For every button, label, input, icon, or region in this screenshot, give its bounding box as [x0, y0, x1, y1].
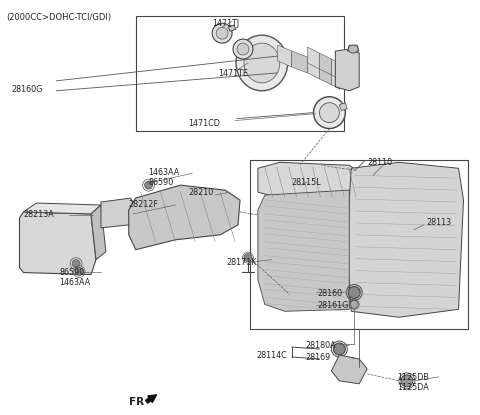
Text: 28180A: 28180A — [306, 341, 336, 350]
Text: 86590: 86590 — [149, 178, 174, 187]
Circle shape — [350, 300, 358, 308]
Polygon shape — [339, 103, 347, 111]
Circle shape — [348, 286, 360, 298]
Polygon shape — [292, 51, 308, 73]
Text: 86590: 86590 — [59, 268, 84, 276]
Polygon shape — [228, 25, 236, 31]
Polygon shape — [24, 203, 101, 214]
Text: 28160: 28160 — [317, 289, 343, 298]
Bar — [136, 16, 344, 131]
Circle shape — [212, 23, 232, 43]
Circle shape — [334, 343, 345, 355]
Text: 1471CD: 1471CD — [188, 119, 220, 127]
Text: 28210: 28210 — [188, 188, 214, 197]
Circle shape — [237, 43, 249, 55]
Circle shape — [144, 181, 153, 189]
Polygon shape — [91, 205, 106, 260]
Circle shape — [75, 268, 83, 276]
Text: (2000CC>DOHC-TCI/GDI): (2000CC>DOHC-TCI/GDI) — [7, 13, 112, 22]
Polygon shape — [101, 198, 136, 228]
Circle shape — [233, 39, 253, 59]
Circle shape — [401, 375, 413, 387]
Bar — [250, 160, 468, 329]
Text: 28110: 28110 — [367, 159, 392, 167]
Text: 28115L: 28115L — [292, 178, 321, 187]
Text: 1471TE: 1471TE — [218, 69, 248, 78]
Circle shape — [216, 27, 228, 39]
Text: 28161G: 28161G — [317, 301, 349, 310]
Polygon shape — [258, 190, 349, 311]
Polygon shape — [347, 162, 464, 317]
Ellipse shape — [244, 43, 280, 83]
Circle shape — [72, 260, 80, 268]
Polygon shape — [129, 185, 240, 250]
Text: 28114C: 28114C — [256, 351, 287, 360]
Polygon shape — [308, 47, 320, 69]
Text: FR: FR — [129, 397, 144, 407]
Text: 28213A: 28213A — [24, 210, 54, 219]
Polygon shape — [320, 63, 331, 85]
Circle shape — [320, 103, 339, 122]
Polygon shape — [347, 45, 359, 51]
Text: 1471TJ: 1471TJ — [212, 19, 240, 28]
Circle shape — [313, 97, 345, 129]
Text: 1125DA: 1125DA — [397, 383, 429, 392]
Polygon shape — [20, 212, 96, 275]
Text: 28171K: 28171K — [226, 258, 256, 267]
Polygon shape — [336, 49, 359, 91]
Polygon shape — [278, 45, 292, 67]
Circle shape — [244, 254, 252, 261]
Polygon shape — [331, 355, 367, 384]
Text: 1125DB: 1125DB — [397, 373, 429, 382]
Text: 28212F: 28212F — [129, 200, 158, 209]
Polygon shape — [331, 69, 339, 89]
Text: 1463AA: 1463AA — [149, 168, 180, 177]
Polygon shape — [308, 57, 320, 79]
Polygon shape — [331, 59, 339, 79]
Text: 28113: 28113 — [427, 218, 452, 227]
Text: 28160G: 28160G — [12, 85, 43, 94]
Text: 1463AA: 1463AA — [59, 278, 90, 286]
FancyArrow shape — [145, 395, 156, 403]
Ellipse shape — [348, 45, 358, 53]
Text: 28169: 28169 — [306, 353, 331, 362]
Polygon shape — [320, 53, 331, 75]
Polygon shape — [258, 162, 359, 200]
Ellipse shape — [236, 35, 288, 91]
